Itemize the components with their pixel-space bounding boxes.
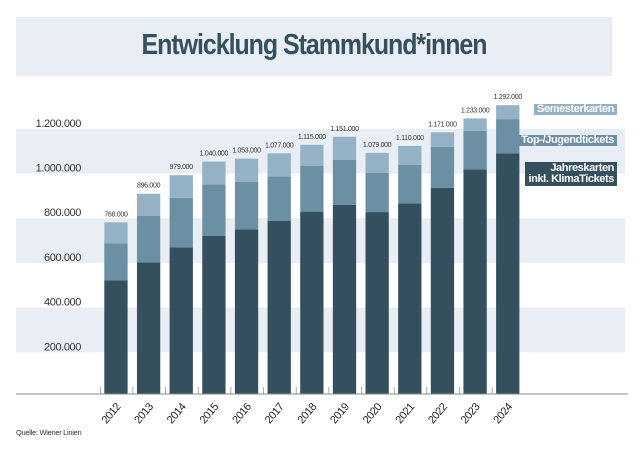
x-tick-label: 2022 (426, 401, 450, 426)
x-tick-label: 2016 (230, 401, 254, 426)
x-tick-label: 2013 (132, 401, 156, 426)
x-tick-label: 2019 (328, 401, 352, 426)
y-tick-label: 1.000.000 (36, 163, 82, 175)
bar-segment (202, 235, 226, 394)
bar-segment (332, 136, 357, 160)
bar-segment (496, 105, 520, 120)
bar-segment (300, 211, 324, 394)
bar-segment (202, 184, 226, 236)
bar-segment (496, 119, 520, 154)
bar-segment (267, 176, 291, 222)
bar-segment (234, 181, 259, 230)
bar-segment (463, 169, 487, 394)
bar-segment (430, 147, 455, 188)
x-tick-label: 2018 (296, 401, 320, 426)
bar-segment (365, 172, 389, 213)
x-tick-label: 2024 (491, 401, 515, 426)
bar-segment (398, 164, 422, 204)
bar-segment (430, 187, 455, 394)
y-tick-label: 200.000 (44, 341, 81, 353)
bar-segment (365, 152, 389, 173)
bar-segment (104, 280, 128, 394)
bar-segment (136, 193, 161, 216)
x-tick-label: 2020 (361, 401, 385, 426)
x-tick-label: 2014 (165, 401, 189, 426)
y-tick-label: 600.000 (44, 252, 81, 264)
bar-segment (300, 144, 324, 167)
total-label: 1.077.000 (265, 142, 294, 149)
total-label: 1.115.000 (298, 134, 326, 141)
total-label: 1.292.000 (494, 94, 523, 101)
total-label: 979.000 (170, 164, 194, 171)
x-tick-label: 2021 (393, 401, 417, 426)
bar-segment (234, 229, 259, 394)
y-tick-label: 1.200.000 (36, 118, 82, 130)
bar-segment (202, 161, 226, 185)
total-label: 1.053.000 (232, 148, 261, 155)
bar-segment (267, 221, 291, 394)
bar-segment (430, 132, 455, 148)
bar-segment (332, 204, 357, 394)
total-label: 1.151.000 (330, 126, 359, 133)
bar-segment (169, 175, 193, 198)
bar-segment (169, 197, 193, 248)
bar-segment (398, 203, 422, 394)
title-band: Entwicklung Stammkund*innen (16, 17, 612, 76)
legend-top-jugendtickets: Top-/Jugendtickets (518, 135, 617, 146)
bar-segment (136, 215, 161, 263)
x-tick-label: 2017 (263, 401, 287, 426)
x-tick-label: 2015 (198, 401, 222, 426)
source-note: Quelle: Wiener Linien (16, 428, 82, 437)
bar-segment (104, 243, 128, 281)
total-label: 768.000 (104, 211, 128, 218)
bar-segment (398, 145, 422, 165)
chart-title: Entwicklung Stammkund*innen (141, 29, 488, 61)
total-label: 896.000 (137, 183, 161, 190)
bar-segment (332, 159, 357, 205)
total-label: 1.171.000 (428, 121, 457, 128)
bar-segment (169, 247, 193, 394)
legend-jahreskarten: Jahreskarten inkl. KlimaTickets (525, 162, 617, 186)
bar-segment (267, 153, 291, 177)
x-tick-label: 2012 (100, 401, 124, 426)
total-label: 1.040.000 (200, 151, 229, 158)
bar-segment (463, 118, 487, 131)
y-tick-label: 400.000 (44, 297, 81, 309)
legend-jahreskarten-line2: inkl. KlimaTickets (528, 173, 614, 185)
y-tick-label: 800.000 (44, 207, 81, 219)
bar-segment (365, 212, 389, 394)
bar-segment (104, 222, 128, 244)
total-label: 1.079.000 (363, 142, 392, 149)
legend-jahreskarten-line1: Jahreskarten (550, 162, 614, 174)
bar-segment (234, 158, 259, 182)
bar-segment (136, 262, 161, 394)
legend-semesterkarten: Semesterkarten (534, 104, 617, 115)
bar-segment (463, 130, 487, 170)
bar-segment (300, 166, 324, 212)
x-tick-label: 2023 (459, 401, 483, 426)
total-label: 1.233.000 (461, 107, 490, 114)
bar-segment (496, 153, 520, 394)
total-label: 1.110.000 (396, 135, 424, 142)
